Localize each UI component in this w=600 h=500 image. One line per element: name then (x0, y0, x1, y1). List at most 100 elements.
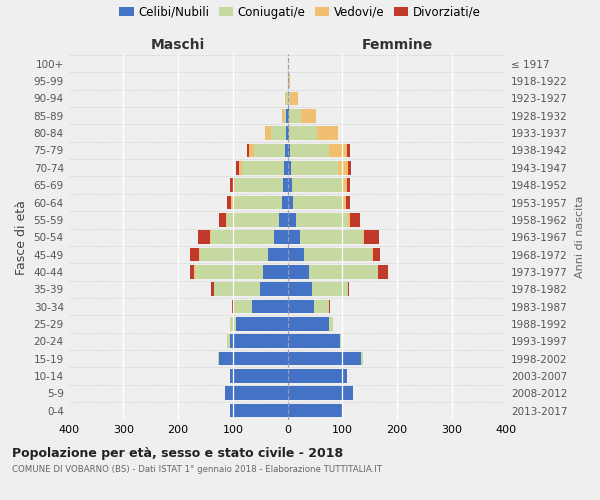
Bar (338, 161, 348, 174)
Bar (230, 404, 287, 417)
Bar (287, 161, 291, 174)
Bar (287, 74, 289, 88)
Bar (284, 109, 286, 122)
Bar (214, 282, 260, 296)
Bar (329, 300, 330, 314)
Bar (287, 386, 353, 400)
Bar (227, 196, 231, 209)
Bar (364, 230, 379, 244)
Bar (348, 282, 349, 296)
Bar (198, 230, 210, 244)
Bar (310, 265, 378, 278)
Bar (287, 300, 314, 314)
Bar (236, 161, 239, 174)
Bar (210, 230, 211, 244)
Bar (287, 248, 304, 262)
Bar (361, 352, 362, 366)
Bar (242, 161, 284, 174)
Bar (268, 248, 287, 262)
Bar (291, 161, 338, 174)
Bar (292, 178, 342, 192)
Bar (252, 300, 287, 314)
Bar (296, 213, 348, 226)
Bar (348, 213, 350, 226)
Bar (289, 126, 317, 140)
Bar (232, 300, 233, 314)
Bar (233, 300, 252, 314)
Bar (282, 196, 287, 209)
Bar (312, 282, 348, 296)
Bar (286, 126, 287, 140)
Bar (286, 92, 287, 105)
Bar (346, 196, 350, 209)
Bar (281, 109, 284, 122)
Bar (329, 144, 347, 157)
Bar (263, 265, 287, 278)
Bar (190, 265, 194, 278)
Bar (343, 196, 346, 209)
Bar (271, 126, 286, 140)
Bar (233, 196, 282, 209)
Y-axis label: Anni di nascita: Anni di nascita (575, 196, 585, 278)
Text: Femmine: Femmine (361, 38, 433, 52)
Bar (254, 144, 286, 157)
Bar (200, 248, 268, 262)
Text: COMUNE DI VOBARNO (BS) - Dati ISTAT 1° gennaio 2018 - Elaborazione TUTTITALIA.IT: COMUNE DI VOBARNO (BS) - Dati ISTAT 1° g… (12, 466, 382, 474)
Bar (284, 161, 287, 174)
Bar (290, 92, 298, 105)
Bar (329, 317, 333, 330)
Bar (219, 213, 226, 226)
Bar (301, 109, 316, 122)
Bar (340, 334, 341, 348)
Bar (274, 230, 287, 244)
Bar (265, 126, 271, 140)
Bar (247, 144, 249, 157)
Bar (286, 144, 287, 157)
Bar (230, 369, 287, 382)
Bar (287, 265, 310, 278)
Bar (314, 300, 329, 314)
Bar (347, 178, 350, 192)
Bar (227, 334, 230, 348)
Bar (373, 248, 380, 262)
Bar (287, 196, 293, 209)
Bar (230, 334, 287, 348)
Bar (347, 144, 350, 157)
Bar (299, 230, 362, 244)
Bar (287, 109, 289, 122)
Bar (342, 178, 347, 192)
Bar (218, 352, 219, 366)
Bar (230, 178, 233, 192)
Bar (235, 178, 283, 192)
Bar (211, 282, 214, 296)
Bar (236, 317, 287, 330)
Bar (290, 144, 329, 157)
Bar (280, 213, 287, 226)
Bar (378, 265, 388, 278)
Bar (317, 126, 338, 140)
Bar (224, 386, 287, 400)
Bar (287, 144, 290, 157)
Bar (362, 230, 364, 244)
Bar (350, 213, 360, 226)
Bar (287, 282, 312, 296)
Bar (287, 352, 361, 366)
Text: Maschi: Maschi (151, 38, 205, 52)
Bar (287, 230, 299, 244)
Bar (249, 144, 254, 157)
Bar (190, 248, 199, 262)
Bar (283, 178, 287, 192)
Y-axis label: Fasce di età: Fasce di età (15, 200, 28, 274)
Bar (287, 178, 292, 192)
Bar (348, 161, 351, 174)
Bar (233, 178, 235, 192)
Bar (289, 109, 301, 122)
Bar (293, 196, 343, 209)
Bar (239, 161, 242, 174)
Bar (227, 213, 280, 226)
Bar (211, 230, 274, 244)
Bar (286, 109, 287, 122)
Bar (289, 74, 290, 88)
Bar (231, 196, 233, 209)
Bar (287, 317, 329, 330)
